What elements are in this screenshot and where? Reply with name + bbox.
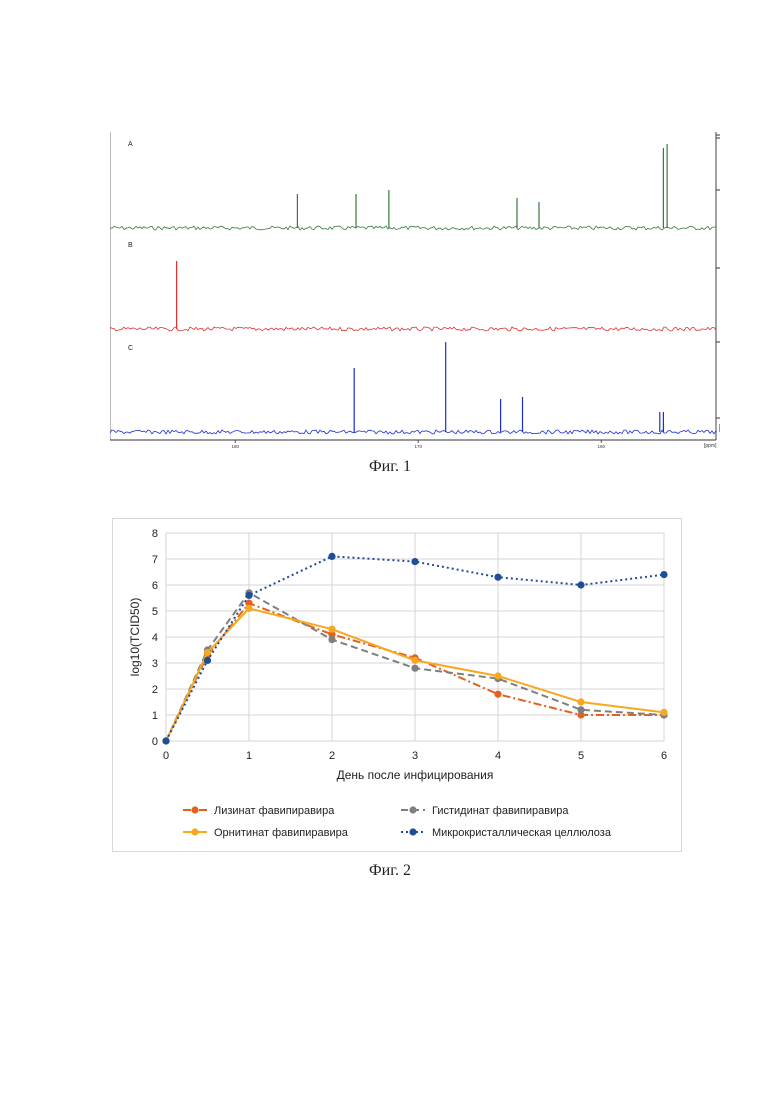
viral-titer-chart-frame: 0 1 2 3 4 5 6 7 8 0 1 2 3 4 5 6 День после инфицирован… xyxy=(112,518,682,852)
spectrum-baseline-a xyxy=(110,226,716,230)
series-point-3 xyxy=(328,626,335,633)
series-point-3 xyxy=(245,605,252,612)
spectrum-baseline-b xyxy=(110,327,716,331)
series-point-2 xyxy=(577,706,584,713)
series-point-3 xyxy=(660,709,667,716)
series-point-2 xyxy=(328,636,335,643)
ppm-tick-label: 160 xyxy=(597,444,605,449)
spectrum-label-a: A xyxy=(128,141,133,148)
y-tick-label: 5 xyxy=(152,606,158,618)
figure-1-caption: Фиг. 1 xyxy=(0,458,780,476)
series-point-2 xyxy=(411,665,418,672)
x-tick-label: 5 xyxy=(578,750,584,762)
series-point-4 xyxy=(328,553,335,560)
spectrum-label-c: C xyxy=(128,345,133,352)
ppm-axis-ticks: 180170160150140130 xyxy=(231,440,720,449)
series-point-4 xyxy=(162,737,169,744)
nmr-spectra-figure: ABC 180170160150140130 [ppm] xyxy=(110,130,720,450)
y-axis-label: log10(TCID50) xyxy=(128,598,142,677)
x-tick-label: 1 xyxy=(246,750,252,762)
spectrum-label-b: B xyxy=(128,242,133,249)
series-point-4 xyxy=(660,571,667,578)
x-tick-label: 0 xyxy=(163,750,169,762)
x-tick-label: 6 xyxy=(661,750,667,762)
series-point-4 xyxy=(204,657,211,664)
y-tick-label: 0 xyxy=(152,736,158,748)
series-point-4 xyxy=(577,581,584,588)
legend-swatch-marker xyxy=(409,828,416,835)
viral-titer-chart: 0 1 2 3 4 5 6 7 8 0 1 2 3 4 5 6 День после инфицирован… xyxy=(113,519,681,851)
ppm-tick-label: 180 xyxy=(231,444,239,449)
y-tick-label: 2 xyxy=(152,684,158,696)
y-tick-label: 7 xyxy=(152,554,158,566)
x-axis-label: День после инфицирования xyxy=(337,768,494,782)
spectrum-baseline-c xyxy=(110,430,716,434)
x-axis-ticks: 0 1 2 3 4 5 6 xyxy=(163,750,667,762)
y-tick-label: 8 xyxy=(152,528,158,540)
legend-entry-label: Гистидинат фавипиравира xyxy=(432,805,569,817)
y-tick-label: 4 xyxy=(152,632,158,644)
series-point-1 xyxy=(494,691,501,698)
legend-swatch-marker xyxy=(191,806,198,813)
series-point-4 xyxy=(494,574,501,581)
y-tick-label: 3 xyxy=(152,658,158,670)
x-tick-label: 3 xyxy=(412,750,418,762)
series-point-4 xyxy=(245,592,252,599)
ppm-tick-label: 170 xyxy=(414,444,422,449)
x-tick-label: 4 xyxy=(495,750,501,762)
y-tick-label: 1 xyxy=(152,710,158,722)
legend-entry-label: Лизинат фавипиравира xyxy=(214,805,335,817)
chart-legend: Лизинат фавипиравира Гистидинат фавипирав… xyxy=(183,805,612,839)
x-tick-label: 2 xyxy=(329,750,335,762)
legend-entry-label: Орнитинат фавипиравира xyxy=(214,827,349,839)
series-point-3 xyxy=(411,657,418,664)
spectra-group: A B C xyxy=(110,141,720,434)
series-point-4 xyxy=(411,558,418,565)
figure-2-caption: Фиг. 2 xyxy=(0,862,780,880)
y-axis-ticks: 0 1 2 3 4 5 6 7 8 xyxy=(152,528,158,748)
series-point-3 xyxy=(577,698,584,705)
ppm-axis-unit: [ppm] xyxy=(704,443,717,449)
y-tick-label: 6 xyxy=(152,580,158,592)
legend-entry-label: Микрокристаллическая целлюлоза xyxy=(432,827,612,839)
legend-swatch-marker xyxy=(409,806,416,813)
right-scale-ticks xyxy=(716,135,720,418)
legend-swatch-marker xyxy=(191,828,198,835)
series-point-3 xyxy=(494,672,501,679)
